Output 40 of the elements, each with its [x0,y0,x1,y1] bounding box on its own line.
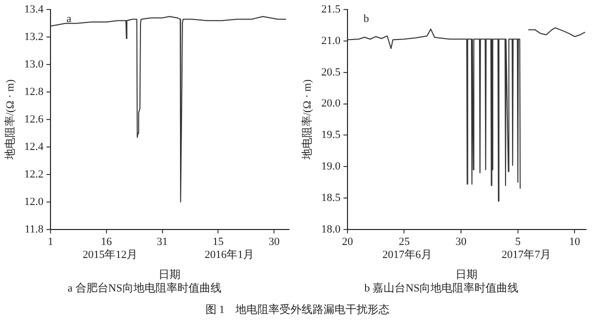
x-tick-label: 30 [456,236,468,248]
x-tick-label: 10 [569,236,581,248]
y-tick-label: 18.5 [321,192,341,204]
text: 2015年12月 [82,248,138,261]
y-tick-label: 21.5 [321,3,341,16]
y-tick-label: 12.2 [24,168,44,180]
y-tick-label: 13.4 [24,3,44,16]
y-tick-label: 11.8 [24,223,44,236]
x-tick-label: 31 [156,236,168,248]
y-tick-label: 13.0 [24,58,44,70]
y-tick-label: 12.8 [24,86,44,98]
y-tick-label: 21.0 [321,34,341,47]
text: 2016年1月 [204,248,254,261]
y-axis-title: 地电阻率/(Ω · m) [300,79,314,161]
text: a 合肥台NS向地电阻率时值曲线 [68,281,222,294]
text: 2017年7月 [502,248,552,261]
y-tick-label: 12.6 [24,113,44,126]
annotation: a [66,12,72,25]
y-tick-label: 12.4 [24,140,44,153]
x-tick-label: 5 [515,236,522,248]
x-tick-label: 16 [100,236,112,248]
x-tick-label: 25 [398,236,410,248]
y-tick-label: 18.0 [321,223,341,236]
x-tick-label: 15 [212,236,224,248]
text: 2017年6月 [382,248,432,261]
y-tick-label: 12.0 [24,196,44,208]
x-tick-label: 30 [268,236,280,248]
y-tick-label: 19.0 [321,160,341,172]
y-tick-label: 20.0 [321,98,341,110]
x-axis-title: 日期 [456,269,478,282]
x-axis-title: 日期 [158,269,181,282]
text: 图 1 地电阻率受外线路漏电干扰形态 [204,303,391,317]
y-axis-title: 地电阻率/(Ω · m) [3,79,16,161]
text: b 嘉山台NS向地电阻率时值曲线 [364,281,519,294]
y-tick-label: 19.5 [321,129,341,142]
y-tick-label: 20.5 [321,66,341,78]
x-tick-label: 20 [342,236,354,248]
x-tick-label: 1 [48,236,54,248]
annotation: b [363,12,370,25]
y-tick-label: 13.2 [24,30,44,43]
